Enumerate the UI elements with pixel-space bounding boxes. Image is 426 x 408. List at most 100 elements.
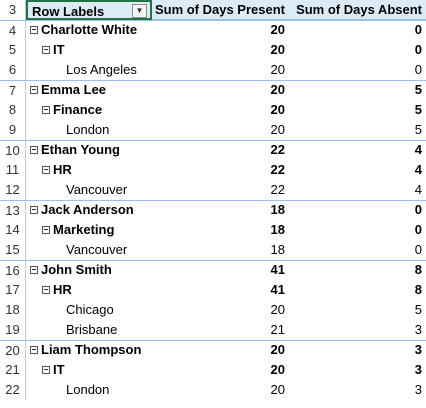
row-number[interactable]: 12 — [0, 180, 26, 200]
days-absent-header[interactable]: Sum of Days Absent — [296, 2, 422, 17]
days-present-cell[interactable]: 20 — [270, 22, 285, 37]
row-label-cell[interactable]: Los Angeles — [26, 60, 192, 80]
days-absent-cell[interactable]: 3 — [414, 342, 422, 357]
row-number[interactable]: 15 — [0, 240, 26, 260]
row-label-cell[interactable]: Charlotte White — [26, 20, 156, 40]
days-present-cell[interactable]: 20 — [270, 102, 285, 117]
collapse-toggle-icon[interactable] — [30, 145, 38, 154]
row-label-cell[interactable]: Liam Thompson — [26, 340, 156, 360]
row-number[interactable]: 21 — [0, 360, 26, 380]
row-label-cell[interactable]: Vancouver — [26, 180, 192, 200]
collapse-toggle-icon[interactable] — [30, 25, 38, 34]
days-absent-cell[interactable]: 0 — [414, 42, 422, 57]
row-label-cell[interactable]: London — [26, 120, 192, 140]
days-absent-cell[interactable]: 0 — [414, 242, 422, 257]
row-labels-header: Row Labels — [32, 4, 105, 19]
row-number[interactable]: 14 — [0, 220, 26, 240]
collapse-toggle-icon[interactable] — [30, 345, 38, 354]
row-label-cell[interactable]: Vancouver — [26, 240, 192, 260]
days-present-cell[interactable]: 20 — [270, 362, 285, 377]
days-present-cell[interactable]: 20 — [270, 42, 285, 57]
row-label-cell[interactable]: Jack Anderson — [26, 200, 156, 220]
collapse-toggle-icon[interactable] — [30, 85, 38, 94]
row-label-cell[interactable]: Ethan Young — [26, 140, 156, 160]
days-absent-cell[interactable]: 5 — [414, 82, 422, 97]
collapse-toggle-icon[interactable] — [42, 105, 50, 114]
row-number[interactable]: 8 — [0, 100, 26, 120]
row-number[interactable]: 20 — [0, 341, 26, 361]
days-present-cell[interactable]: 18 — [270, 202, 285, 217]
days-absent-cell[interactable]: 3 — [414, 362, 422, 377]
row-number[interactable]: 5 — [0, 40, 26, 60]
days-present-cell[interactable]: 22 — [270, 162, 285, 177]
row-label-cell[interactable]: IT — [26, 360, 168, 380]
table-row: 13 Jack Anderson 18 0 — [0, 200, 426, 221]
row-number[interactable]: 7 — [0, 81, 26, 101]
row-number[interactable]: 17 — [0, 280, 26, 300]
collapse-toggle-icon[interactable] — [42, 45, 50, 54]
row-label-cell[interactable]: HR — [26, 160, 168, 180]
row-label: HR — [53, 282, 72, 297]
row-number[interactable]: 6 — [0, 60, 26, 80]
days-absent-cell[interactable]: 4 — [414, 182, 422, 197]
table-row: 16 John Smith 41 8 — [0, 260, 426, 281]
days-present-cell[interactable]: 21 — [270, 322, 285, 337]
days-present-cell[interactable]: 20 — [270, 342, 285, 357]
row-label-cell[interactable]: HR — [26, 280, 168, 300]
row-label-cell[interactable]: John Smith — [26, 260, 156, 280]
row-number[interactable]: 9 — [0, 120, 26, 140]
days-present-cell[interactable]: 20 — [270, 302, 285, 317]
row-label-cell[interactable]: Chicago — [26, 300, 192, 320]
row-label-cell[interactable]: Finance — [26, 100, 168, 120]
row-label: IT — [53, 42, 65, 57]
days-present-cell[interactable]: 20 — [270, 62, 285, 77]
row-labels-header-cell[interactable]: Row Labels ▼ — [26, 0, 152, 20]
days-present-cell[interactable]: 18 — [270, 222, 285, 237]
days-present-cell[interactable]: 22 — [270, 142, 285, 157]
days-absent-cell[interactable]: 3 — [414, 322, 422, 337]
row-number[interactable]: 11 — [0, 160, 26, 180]
days-absent-cell[interactable]: 0 — [414, 202, 422, 217]
days-present-cell[interactable]: 20 — [270, 382, 285, 397]
days-present-cell[interactable]: 18 — [270, 242, 285, 257]
row-number[interactable]: 22 — [0, 380, 26, 400]
days-absent-cell[interactable]: 8 — [414, 282, 422, 297]
row-number[interactable]: 19 — [0, 320, 26, 340]
row-label-cell[interactable]: London — [26, 380, 192, 400]
row-number[interactable]: 4 — [0, 21, 26, 41]
collapse-toggle-icon[interactable] — [42, 365, 50, 374]
days-present-cell[interactable]: 22 — [270, 182, 285, 197]
table-row: 21 IT 20 3 — [0, 360, 426, 380]
days-absent-cell[interactable]: 4 — [414, 142, 422, 157]
days-absent-cell[interactable]: 8 — [414, 262, 422, 277]
table-row: 18 Chicago 20 5 — [0, 300, 426, 320]
days-present-cell[interactable]: 20 — [270, 122, 285, 137]
collapse-toggle-icon[interactable] — [42, 285, 50, 294]
days-present-cell[interactable]: 41 — [270, 262, 285, 277]
collapse-toggle-icon[interactable] — [42, 225, 50, 234]
days-absent-cell[interactable]: 0 — [414, 22, 422, 37]
days-present-cell[interactable]: 20 — [270, 82, 285, 97]
days-absent-cell[interactable]: 5 — [414, 102, 422, 117]
days-absent-cell[interactable]: 5 — [414, 302, 422, 317]
row-number[interactable]: 18 — [0, 300, 26, 320]
collapse-toggle-icon[interactable] — [30, 265, 38, 274]
days-absent-cell[interactable]: 5 — [414, 122, 422, 137]
collapse-toggle-icon[interactable] — [42, 165, 50, 174]
days-absent-cell[interactable]: 0 — [414, 62, 422, 77]
collapse-toggle-icon[interactable] — [30, 205, 38, 214]
days-absent-cell[interactable]: 4 — [414, 162, 422, 177]
days-absent-cell[interactable]: 3 — [414, 382, 422, 397]
row-label-cell[interactable]: IT — [26, 40, 168, 60]
days-absent-cell[interactable]: 0 — [414, 222, 422, 237]
row-label-cell[interactable]: Emma Lee — [26, 80, 156, 100]
row-number[interactable]: 3 — [0, 0, 26, 20]
row-number[interactable]: 16 — [0, 261, 26, 281]
row-label-cell[interactable]: Marketing — [26, 220, 168, 240]
row-number[interactable]: 10 — [0, 141, 26, 161]
row-number[interactable]: 13 — [0, 201, 26, 221]
row-label-cell[interactable]: Brisbane — [26, 320, 192, 340]
days-present-header[interactable]: Sum of Days Present — [154, 2, 285, 17]
dropdown-arrow-icon[interactable]: ▼ — [132, 4, 147, 18]
days-present-cell[interactable]: 41 — [270, 282, 285, 297]
